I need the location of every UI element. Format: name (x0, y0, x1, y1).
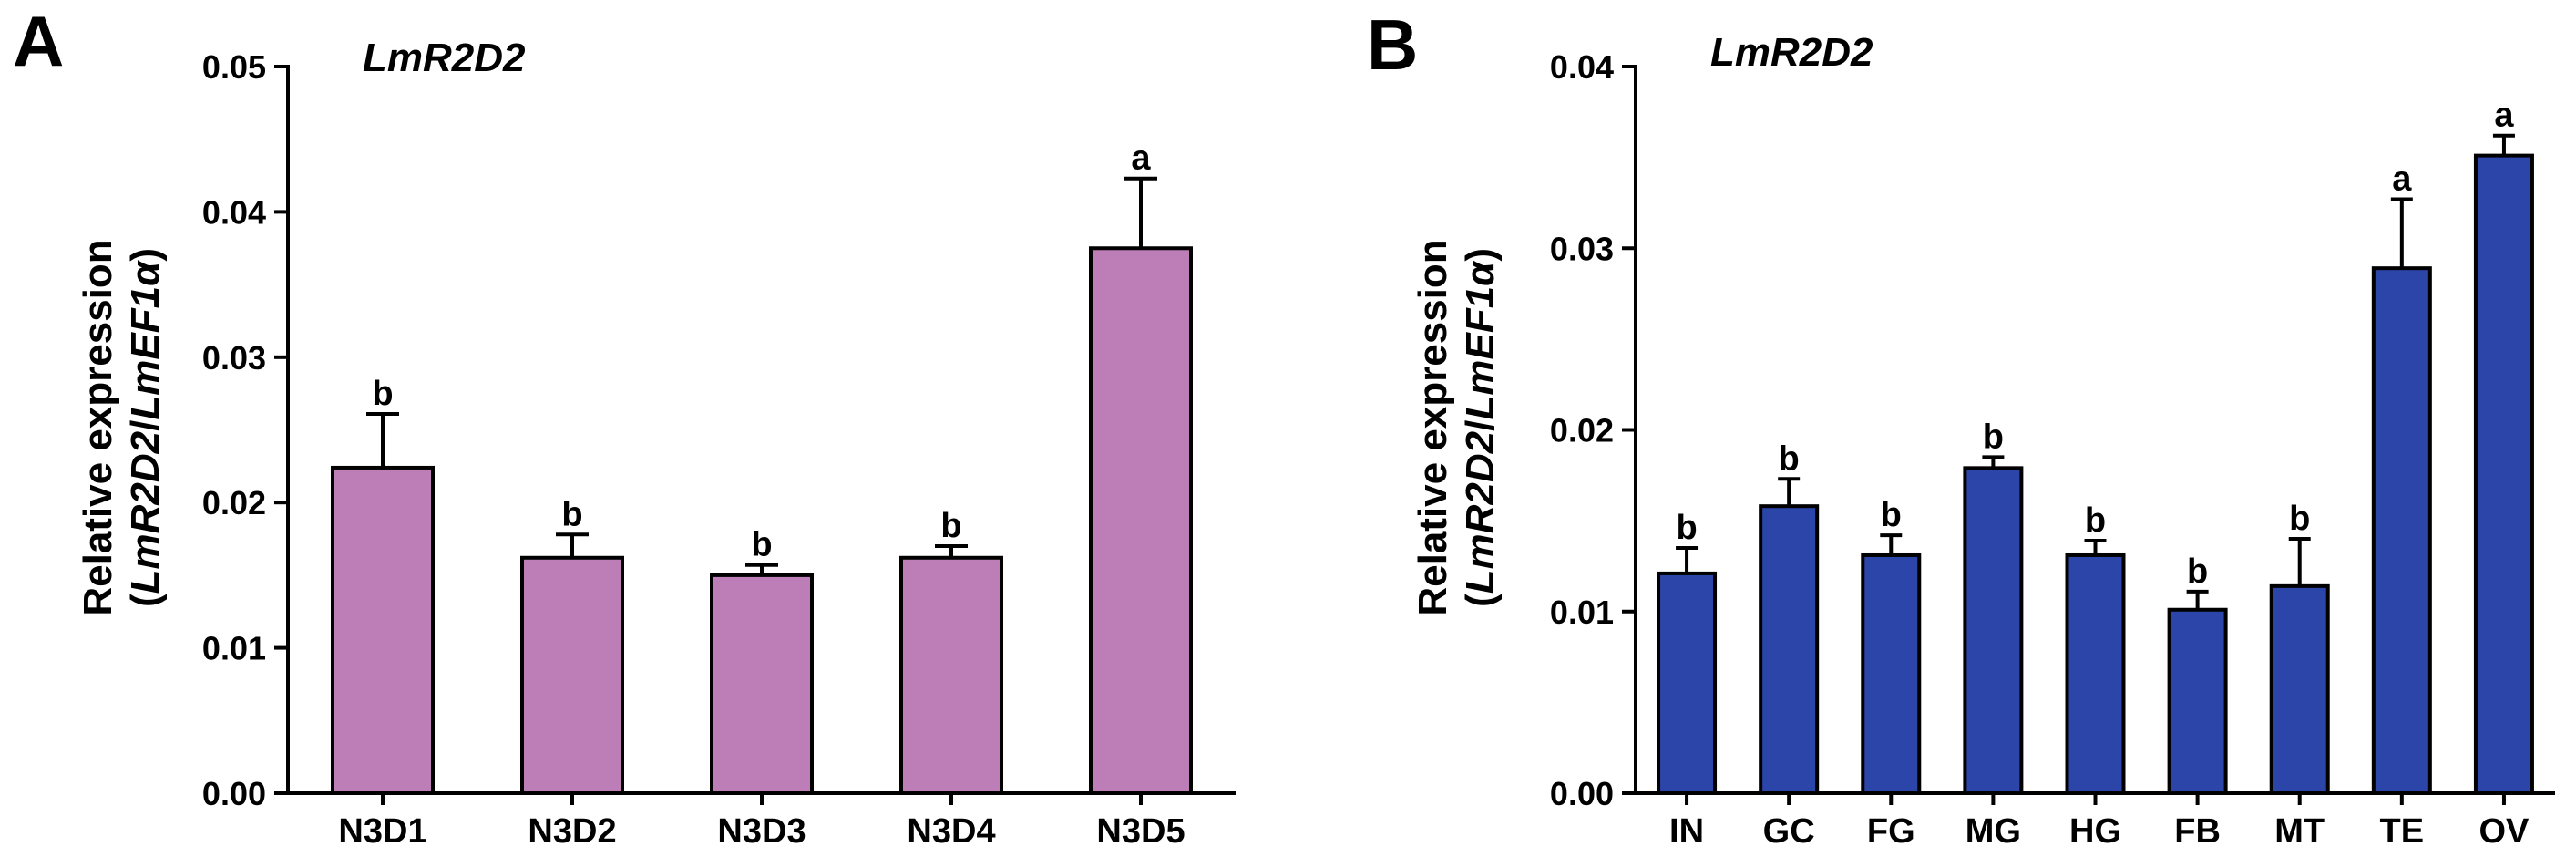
slash: / (123, 420, 168, 431)
paren-close: ) (123, 248, 168, 262)
y-tick-label: 0.00 (202, 775, 266, 812)
significance-label-OV: a (2494, 97, 2514, 135)
bar-GC (1759, 504, 1820, 795)
paren-open: ( (123, 594, 168, 607)
bar-N3D2 (520, 555, 624, 795)
bar-N3D1 (331, 465, 435, 795)
significance-label-FG: b (1881, 496, 1902, 534)
bar-N3D5 (1089, 246, 1193, 795)
significance-label-N3D2: b (561, 495, 582, 533)
y-tick-label: 0.03 (1550, 230, 1614, 267)
significance-label-N3D3: b (751, 526, 772, 564)
panel-label: B (1367, 5, 1418, 85)
reference-gene: LmEF1α (1458, 260, 1503, 420)
chart-panel-a: A LmR2D2 Relative expression (LmR2D2/LmE… (13, 1, 1236, 851)
y-tick-label: 0.04 (1550, 48, 1614, 86)
plot-area: b N3D1 b N3D2 b N3D3 b N3D4 a N3D5 0.00 0.01 0.02 0.0… (202, 48, 1236, 851)
bar-chart-b: B LmR2D2 Relative expression (LmR2D2/LmE… (1367, 5, 2555, 851)
paren-close: ) (1458, 248, 1503, 262)
y-tick-label: 0.02 (1550, 412, 1614, 449)
y-axis-label-line2: (LmR2D2/LmEF1α) (123, 248, 168, 607)
x-tick-label-OV: OV (2479, 812, 2530, 851)
bar-OV (2473, 153, 2534, 795)
x-tick-label-HG: HG (2069, 812, 2121, 851)
slash: / (1458, 420, 1503, 431)
bar-chart-a: A LmR2D2 Relative expression (LmR2D2/LmE… (13, 1, 1236, 851)
x-tick-label-TE: TE (2380, 812, 2425, 851)
x-tick-label-N3D5: N3D5 (1096, 812, 1185, 851)
significance-label-IN: b (1676, 509, 1697, 547)
y-tick-label: 0.04 (202, 193, 266, 231)
x-tick-label-N3D1: N3D1 (338, 812, 426, 851)
significance-label-N3D4: b (940, 507, 961, 545)
x-tick-label-FB: FB (2174, 812, 2221, 851)
y-tick-label: 0.00 (1550, 775, 1614, 812)
bar-MG (1963, 466, 2024, 796)
significance-label-GC: b (1779, 439, 1800, 478)
y-axis-label: Relative expression (LmR2D2/LmEF1α) (1411, 239, 1503, 615)
bar-FB (2167, 607, 2228, 795)
significance-label-MT: b (2289, 500, 2310, 538)
y-tick-label: 0.02 (202, 484, 266, 521)
x-tick-label-IN: IN (1669, 812, 1704, 851)
significance-label-N3D1: b (372, 375, 393, 413)
bar-N3D4 (899, 555, 1003, 795)
bar-FG (1861, 552, 1922, 795)
significance-label-FB: b (2187, 552, 2208, 591)
significance-label-HG: b (2085, 501, 2106, 540)
bar-TE (2371, 266, 2432, 796)
y-axis-label-line1: Relative expression (76, 239, 120, 615)
gene-name: LmR2D2 (123, 430, 168, 594)
y-tick-label: 0.01 (1550, 594, 1614, 631)
significance-label-MG: b (1983, 418, 2004, 456)
bar-MT (2269, 583, 2330, 795)
y-axis-label-line2: (LmR2D2/LmEF1α) (1458, 248, 1503, 607)
chart-panel-b: B LmR2D2 Relative expression (LmR2D2/LmE… (1349, 0, 2576, 857)
reference-gene: LmEF1α (123, 260, 168, 420)
chart-title: LmR2D2 (1710, 30, 1873, 75)
y-axis-label: Relative expression (LmR2D2/LmEF1α) (76, 239, 168, 615)
bar-N3D3 (710, 573, 814, 796)
y-tick-label: 0.03 (202, 339, 266, 377)
bar-IN (1657, 571, 1718, 795)
paren-open: ( (1458, 594, 1503, 607)
significance-label-TE: a (2392, 160, 2412, 198)
x-tick-label-GC: GC (1763, 812, 1815, 851)
significance-label-N3D5: a (1131, 139, 1151, 178)
panel-label: A (13, 1, 64, 81)
plot-area: b IN b GC b FG b MG b HG b FB b MT a TE a OV 0.00 0.01 0.02 0… (1550, 48, 2555, 851)
x-tick-label-N3D4: N3D4 (907, 812, 995, 851)
chart-title: LmR2D2 (363, 36, 526, 80)
y-tick-label: 0.05 (202, 48, 266, 86)
x-tick-label-N3D3: N3D3 (717, 812, 806, 851)
x-tick-label-MG: MG (1965, 812, 2021, 851)
x-tick-label-N3D2: N3D2 (528, 812, 616, 851)
y-tick-label: 0.01 (202, 630, 266, 667)
bar-HG (2065, 552, 2126, 795)
x-tick-label-MT: MT (2274, 812, 2325, 851)
y-axis-label-line1: Relative expression (1411, 239, 1455, 615)
gene-name: LmR2D2 (1458, 430, 1503, 594)
x-tick-label-FG: FG (1867, 812, 1915, 851)
